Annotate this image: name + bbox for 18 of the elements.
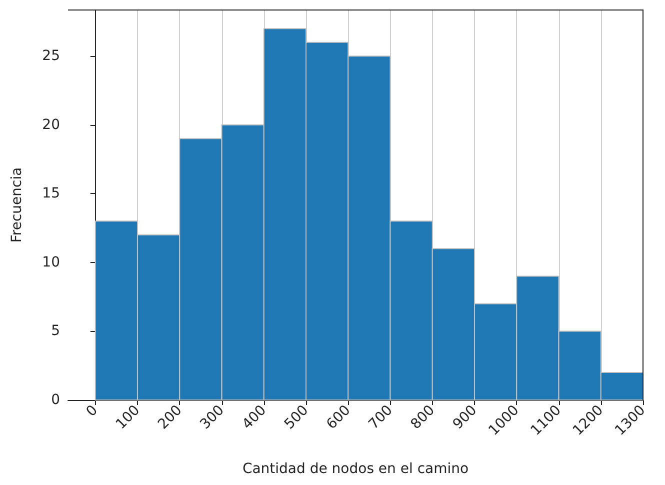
x-tick-label: 200 [155,402,186,433]
x-tick-label: 100 [112,402,144,433]
x-tick-label: 500 [281,402,312,433]
y-tick-label: 25 [42,48,60,64]
x-tick-label: 400 [239,402,270,433]
y-tick-label: 10 [42,254,60,270]
y-tick-label: 15 [42,186,60,202]
y-tick-label: 5 [51,323,60,340]
x-tick-label: 300 [197,402,228,433]
y-tick-label: 0 [51,392,60,408]
x-tick-label: 900 [450,402,480,433]
x-tick-label: 0 [83,402,102,420]
y-axis-title: Frecuencia [9,167,25,243]
x-tick-label: 600 [324,402,354,433]
x-axis-title: Cantidad de nodos en el camino [242,461,469,477]
y-tick-label: 20 [42,116,60,133]
x-tick-label: 700 [366,402,396,433]
x-tick-label: 800 [408,402,438,433]
